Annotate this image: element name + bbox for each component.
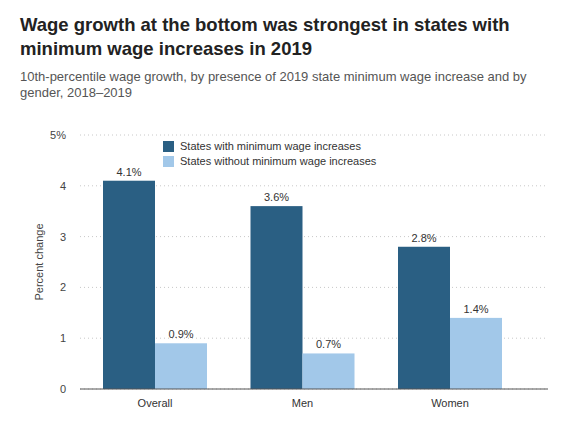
bar (155, 343, 207, 389)
text-line: minimum wage increases in 2019 (20, 38, 312, 59)
data-label: 1.4% (463, 303, 488, 315)
title: Wage growth at the bottom was strongest … (20, 14, 510, 59)
bar (303, 353, 355, 389)
x-tick-label: Overall (138, 397, 173, 409)
bar (251, 206, 303, 389)
y-tick-label: 0 (60, 383, 66, 395)
legend: States with minimum wage increases States… (163, 140, 377, 167)
data-label: 4.1% (116, 166, 141, 178)
y-tick-label: 1 (60, 332, 66, 344)
grid-line (80, 135, 548, 136)
data-label: 0.7% (316, 338, 341, 350)
bar (398, 247, 450, 389)
text-line: Wage growth at the bottom was strongest … (20, 14, 510, 35)
data-label: 2.8% (411, 232, 436, 244)
bars (103, 181, 502, 389)
y-tick-label: 4 (60, 180, 66, 192)
x-axis-line (80, 389, 548, 390)
x-tick-label: Women (431, 397, 469, 409)
y-tick-label: 5% (50, 129, 66, 141)
bar (103, 181, 155, 389)
y-axis-label: Percent change (33, 223, 45, 300)
y-tick-label: 2 (60, 281, 66, 293)
chart: Wage growth at the bottom was strongest … (0, 0, 563, 426)
text-line: gender, 2018–2019 (20, 85, 132, 100)
data-label: 0.9% (168, 328, 193, 340)
legend-label: States with minimum wage increases (180, 140, 361, 152)
grid-line (80, 389, 548, 390)
bar (450, 318, 502, 389)
data-label: 3.6% (264, 191, 289, 203)
subtitle: 10th-percentile wage growth, by presence… (20, 69, 527, 100)
y-tick-label: 3 (60, 231, 66, 243)
legend-label: States without minimum wage increases (180, 155, 377, 167)
data-labels: 4.1% 3.6% 2.8% 0.9% 0.7% 1.4% (116, 166, 488, 351)
legend-swatch (163, 156, 174, 167)
text-line: 10th-percentile wage growth, by presence… (20, 69, 527, 84)
x-tick-label: Men (292, 397, 313, 409)
legend-swatch (163, 141, 174, 152)
